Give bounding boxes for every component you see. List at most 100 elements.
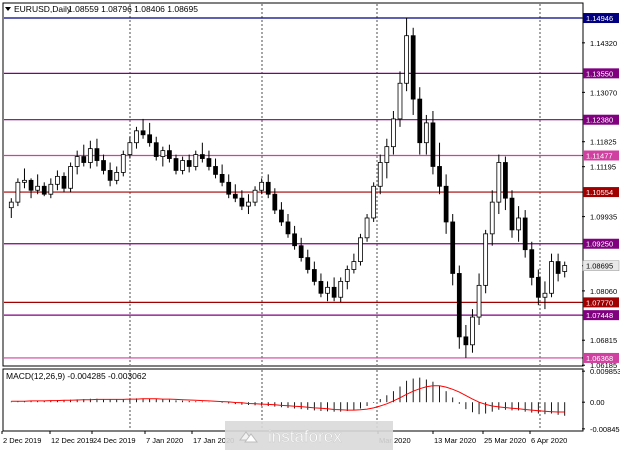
candle-body xyxy=(331,286,337,298)
candle-body xyxy=(41,185,47,195)
candle-body xyxy=(358,237,363,262)
candle-body xyxy=(318,280,324,294)
candle-body xyxy=(423,122,429,144)
candle-body xyxy=(35,185,41,191)
candle-body xyxy=(101,160,106,171)
candle-body xyxy=(338,280,344,298)
price-tick-label: 1.09935 xyxy=(590,213,617,222)
price-tick-label: 1.11195 xyxy=(590,163,616,172)
candle-body xyxy=(81,156,87,163)
candle-body xyxy=(206,158,212,167)
candle-body xyxy=(535,277,541,298)
candle-body xyxy=(252,189,258,203)
symbol-label: EURUSD,Daily xyxy=(14,4,72,14)
candle-body xyxy=(199,154,205,159)
macd-tick-label: 0.009853 xyxy=(590,367,620,376)
candle-body xyxy=(120,154,126,173)
instaforex-watermark: instaforex xyxy=(225,421,393,450)
candle-body xyxy=(397,82,403,120)
candle-body xyxy=(15,181,21,203)
candle-body xyxy=(279,209,284,223)
symbol-arrow-icon xyxy=(5,7,11,11)
candle-body xyxy=(305,257,311,270)
candle-body xyxy=(8,201,14,209)
candle-body xyxy=(443,185,449,223)
candle-body xyxy=(186,160,192,167)
candle-body xyxy=(404,35,409,84)
level-price-tag xyxy=(583,238,619,249)
level-price-label: 1.11477 xyxy=(586,151,613,160)
candle-body xyxy=(311,269,317,282)
time-tick-label: 25 Mar 2020 xyxy=(484,436,526,445)
price-tick-label: 1.08060 xyxy=(590,287,617,296)
candle-body xyxy=(94,148,100,161)
level-price-tag xyxy=(583,114,619,125)
candle-body xyxy=(437,166,442,187)
level-price-tag xyxy=(583,150,619,161)
candle-body xyxy=(147,134,153,144)
candle-body xyxy=(219,173,225,183)
macd-signal-line xyxy=(11,385,565,413)
candle-body xyxy=(489,201,495,235)
candle-body xyxy=(463,336,469,346)
candle-body xyxy=(226,181,232,195)
time-tick-label: 24 Dec 2019 xyxy=(93,436,136,445)
candle-body xyxy=(134,130,139,144)
candle-body xyxy=(55,175,60,185)
candle-body xyxy=(180,160,185,171)
time-tick-label: Mar 2020 xyxy=(379,436,411,445)
candle-body xyxy=(246,201,251,207)
candle-body xyxy=(48,183,54,195)
candle-body xyxy=(193,154,199,167)
candle-body xyxy=(351,261,357,270)
candle-body xyxy=(87,148,93,163)
level-price-tag xyxy=(583,13,619,24)
candle-body xyxy=(529,249,535,278)
level-price-tag xyxy=(583,352,619,363)
candle-body xyxy=(22,179,27,183)
candle-body xyxy=(292,233,297,247)
candle-body xyxy=(167,150,172,159)
candle-body xyxy=(325,286,330,294)
candle-body xyxy=(114,172,120,181)
price-tick-label: 1.14320 xyxy=(590,39,617,48)
level-price-label: 1.07770 xyxy=(586,298,613,307)
candle-body xyxy=(285,221,291,235)
current-price-label: 1.08695 xyxy=(586,262,613,271)
macd-tick-label: 0.00 xyxy=(590,398,605,407)
time-tick-label: 6 Apr 2020 xyxy=(531,436,567,445)
price-tick-label: 1.11825 xyxy=(590,138,617,147)
time-tick-label: 7 Jan 2020 xyxy=(146,436,183,445)
candle-body xyxy=(107,170,113,181)
time-tick-label: 2 Dec 2019 xyxy=(3,436,41,445)
candle-body xyxy=(522,217,528,251)
level-price-label: 1.06368 xyxy=(586,354,613,363)
candle-body xyxy=(450,221,456,274)
candle-body xyxy=(391,118,396,148)
level-price-tag xyxy=(583,68,619,79)
candle-body xyxy=(430,122,436,167)
candle-body xyxy=(61,175,67,189)
price-tick-label: 1.13070 xyxy=(590,88,617,97)
candle-body xyxy=(265,181,271,195)
level-price-label: 1.10554 xyxy=(586,188,613,197)
level-price-tag xyxy=(583,297,619,308)
candle-body xyxy=(483,233,489,286)
candle-body xyxy=(384,146,390,163)
candle-body xyxy=(371,185,377,219)
candle-body xyxy=(127,142,133,155)
ohlc-label: 1.08559 1.08796 1.08406 1.08695 xyxy=(68,4,198,14)
candle-body xyxy=(364,217,370,239)
level-price-label: 1.14946 xyxy=(586,14,613,23)
candle-body xyxy=(153,142,159,157)
time-tick-label: 13 Mar 2020 xyxy=(434,436,476,445)
candle-body xyxy=(232,193,238,199)
candle-body xyxy=(272,193,278,211)
level-price-tag xyxy=(583,310,619,321)
level-price-label: 1.13550 xyxy=(586,69,613,78)
candle-body xyxy=(555,261,561,274)
main-pane-frame xyxy=(2,2,584,367)
candle-body xyxy=(213,166,218,175)
